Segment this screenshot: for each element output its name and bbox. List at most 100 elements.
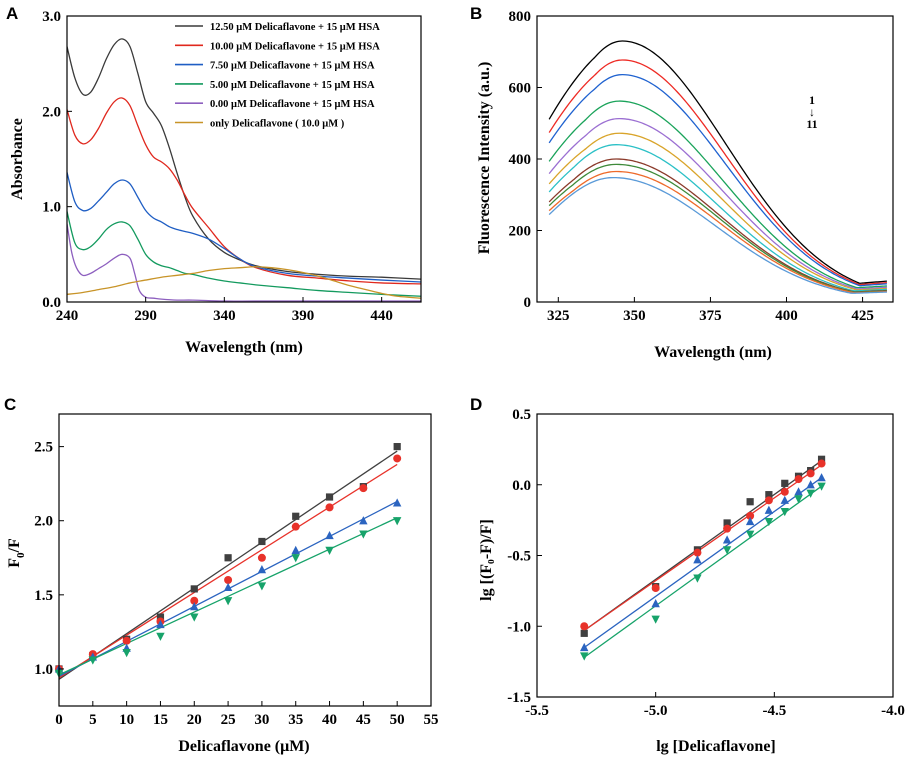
- panel-c-point-circle: [393, 454, 402, 463]
- panel-b-y-tick-label: 200: [509, 224, 532, 240]
- panel-b-spectrum-line-7: [548, 144, 887, 292]
- panel-c-point-circle: [257, 553, 266, 562]
- panel-a-y-axis-label: Absorbance: [9, 118, 26, 200]
- panel-c-x-tick-label: 0: [55, 712, 63, 728]
- panel-b-annotation-last: 11: [806, 117, 817, 131]
- panel-d-point-circle: [723, 524, 732, 533]
- panel-d-point-triangle-up: [794, 487, 803, 496]
- panel-d-y-tick-label: 0.0: [512, 478, 531, 494]
- panel-c-point-triangle-up: [257, 565, 267, 574]
- panel-d-point-triangle-up: [780, 495, 789, 504]
- panel-d-point-circle: [580, 622, 589, 631]
- panel-d-y-axis-label: lg [(F₀-F)/F]: [478, 519, 495, 601]
- panel-d-point-square: [723, 519, 731, 527]
- panel-a-legend-label-3: 7.50 μM Delicaflavone + 15 μM HSA: [210, 61, 375, 72]
- panel-b-x-axis-label: Wavelength (nm): [654, 344, 772, 361]
- panel-d-point-triangle-down: [693, 574, 702, 583]
- panel-d-point-triangle-down: [817, 482, 826, 491]
- panel-b-x-tick-label: 400: [775, 308, 798, 324]
- panel-a-series-line-5: [67, 223, 421, 302]
- panel-c-point-square: [325, 493, 334, 501]
- panel-d-point-circle: [806, 469, 815, 478]
- panel-a-x-tick-label: 390: [292, 308, 315, 324]
- panel-c-point-triangle-up: [325, 530, 334, 540]
- panel-a-legend-label-5: 0.00 μM Delicaflavone + 15 μM HSA: [210, 99, 375, 110]
- panel-a-y-tick-label: 2.0: [42, 104, 61, 120]
- panel-c-point-triangle-up: [291, 545, 300, 554]
- panel-c-y-axis-label-tail: /F: [6, 538, 23, 553]
- panel-c-point-circle: [224, 576, 233, 585]
- panel-a-x-tick-label: 340: [213, 308, 236, 324]
- panel-c-x-axis-label: Delicaflavone (μM): [178, 738, 309, 755]
- panel-a-y-tick-label: 3.0: [42, 9, 61, 25]
- panel-b-annotation-first: 1: [809, 93, 815, 107]
- panel-d-point-square: [817, 455, 826, 463]
- panel-c-x-tick-label: 45: [356, 712, 371, 728]
- panel-b-annotation-arrow: ↓: [809, 105, 815, 119]
- panel-c-x-tick-label: 35: [288, 712, 303, 728]
- panel-c-x-tick-label: 25: [221, 712, 236, 728]
- panel-letter-c: C: [4, 395, 16, 414]
- panel-c-stern-volmer-chart: 0 5 10 15 20 25 30 35 40 45 50 55 1.0 1.5 2.0 2.5 Delic…: [6, 413, 439, 755]
- panel-c-x-tick-label: 30: [254, 712, 269, 728]
- panel-a-series-line-1: [67, 38, 421, 280]
- panel-d-point-triangle-down: [780, 508, 789, 517]
- panel-c-point-triangle-up: [156, 619, 165, 629]
- panel-d-point-triangle-down: [794, 495, 803, 504]
- panel-c-point-square: [224, 554, 232, 562]
- panel-c-y-tick-label: 2.0: [34, 514, 53, 530]
- panel-c-point-circle: [291, 522, 300, 531]
- panel-c-point-triangle-down: [88, 656, 98, 665]
- panel-c-point-triangle-down: [359, 530, 368, 539]
- panel-c-point-triangle-up: [223, 582, 233, 592]
- panel-d-point-circle: [780, 487, 789, 496]
- panel-c-point-square: [190, 585, 198, 593]
- panel-c-point-triangle-up: [359, 516, 368, 525]
- panel-b-y-tick-label: 600: [509, 81, 532, 97]
- panel-c-point-circle: [325, 503, 334, 512]
- panel-d-point-circle: [746, 511, 755, 520]
- panel-b-fluorescence-chart: 325 350 375 400 425 0 200 400 600 800 1 ↓ 11 Wave…: [476, 9, 894, 361]
- panel-d-point-triangle-down: [580, 652, 589, 661]
- panel-c-point-triangle-up: [190, 602, 199, 611]
- panel-c-point-circle: [359, 484, 368, 493]
- panel-a-x-tick-label: 440: [370, 308, 393, 324]
- panel-d-point-triangle-down: [745, 530, 755, 539]
- panel-d-x-tick-label: -5.0: [644, 703, 668, 719]
- panel-b-x-tick-label: 425: [851, 308, 874, 324]
- panel-b-y-axis-label: Fluorescence Intensity (a.u.): [476, 62, 493, 255]
- panel-d-point-triangle-up: [722, 535, 732, 544]
- panel-c-x-tick-label: 5: [89, 712, 97, 728]
- panel-b-y-tick-label: 400: [509, 152, 532, 168]
- panel-a-x-tick-label: 290: [134, 308, 157, 324]
- panel-d-point-triangle-up: [806, 480, 815, 489]
- panel-d-point-triangle-up: [817, 473, 826, 482]
- panel-d-point-circle: [693, 548, 702, 557]
- panel-d-y-tick-label: -1.5: [507, 690, 531, 706]
- panel-c-x-tick-label: 50: [390, 712, 405, 728]
- panel-a-x-axis-label: Wavelength (nm): [185, 339, 303, 356]
- panel-d-x-tick-label: -5.5: [525, 703, 549, 719]
- panel-c-point-square: [292, 512, 300, 520]
- panel-d-point-triangle-down: [764, 517, 774, 527]
- panel-a-series-line-3: [67, 172, 421, 283]
- panel-d-point-triangle-down: [722, 546, 732, 555]
- panel-a-series-line-6: [67, 266, 421, 299]
- panel-c-point-triangle-down: [392, 517, 402, 526]
- panel-c-point-circle: [190, 596, 199, 605]
- panel-d-point-square: [580, 629, 588, 637]
- panel-d-y-tick-label: -0.5: [507, 549, 531, 565]
- panel-a-y-tick-label: 0.0: [42, 295, 61, 311]
- panel-c-point-triangle-down: [156, 632, 165, 641]
- panel-c-x-tick-label: 20: [187, 712, 202, 728]
- panel-c-point-triangle-up: [392, 498, 402, 507]
- panel-d-point-triangle-up: [764, 505, 774, 514]
- panel-c-x-tick-label: 15: [153, 712, 168, 728]
- panel-b-spectrum-line-2: [548, 59, 887, 286]
- panel-b-spectrum-line-1: [548, 40, 887, 284]
- panel-d-point-square: [746, 498, 754, 506]
- panel-c-frame: [58, 413, 432, 707]
- panel-d-point-triangle-up: [745, 516, 755, 526]
- panel-a-y-tick-label: 1.0: [42, 200, 61, 216]
